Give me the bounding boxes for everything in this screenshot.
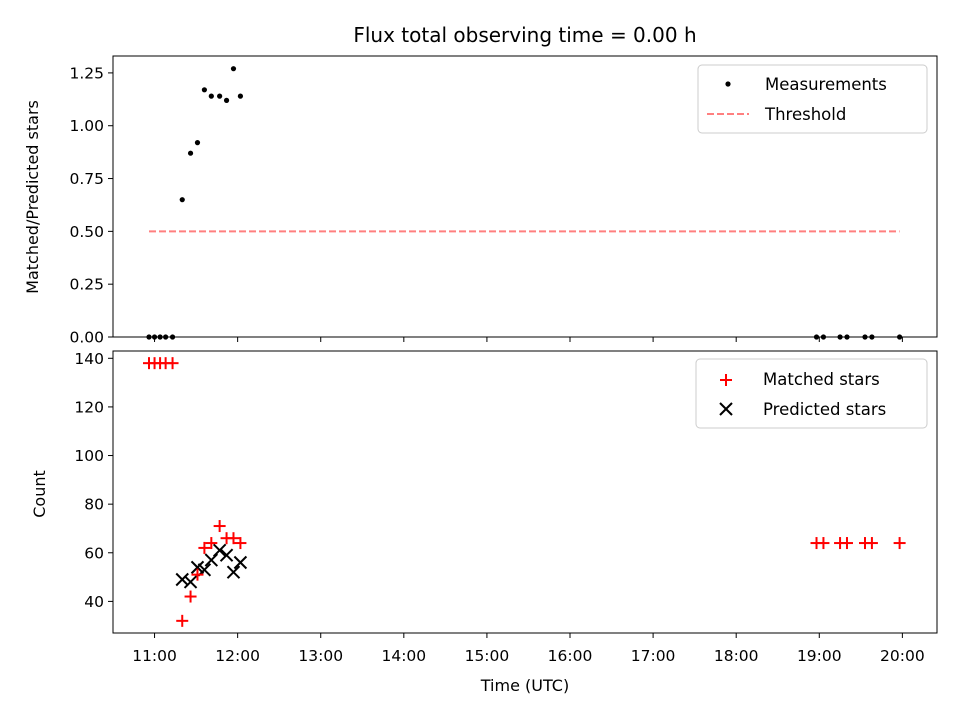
x-tick-label: 12:00 xyxy=(215,647,260,665)
measurement-point xyxy=(179,197,185,203)
predicted-star-point xyxy=(219,548,234,562)
legend-threshold-label: Threshold xyxy=(764,105,846,124)
x-tick-label: 15:00 xyxy=(465,647,510,665)
bottom-y-tick-label: 100 xyxy=(74,447,104,465)
matched-star-point xyxy=(176,614,189,627)
legend-dot-marker xyxy=(725,81,731,87)
top-y-tick-label: 1.00 xyxy=(69,117,104,135)
x-tick-label: 19:00 xyxy=(797,647,842,665)
measurement-point xyxy=(237,93,244,99)
matched-star-point xyxy=(865,537,878,550)
bottom-legend: Matched stars Predicted stars xyxy=(695,358,928,429)
x-tick-label: 17:00 xyxy=(631,647,676,665)
bottom-axes-frame xyxy=(112,350,938,634)
matched-star-point xyxy=(184,590,197,603)
matched-star-point xyxy=(893,537,906,550)
predicted-star-point xyxy=(233,555,248,570)
predicted-star-point xyxy=(212,543,227,558)
measurement-point xyxy=(208,93,214,99)
measurement-point xyxy=(230,66,237,72)
matched-star-point xyxy=(840,537,853,550)
measurement-point xyxy=(223,97,230,103)
bottom-y-tick-label: 140 xyxy=(74,350,104,368)
bottom-y-tick-label: 120 xyxy=(74,398,104,416)
x-tick-label: 16:00 xyxy=(548,647,593,665)
bottom-y-tick-label: 40 xyxy=(84,593,104,611)
top-y-tick-label: 0.25 xyxy=(69,276,104,294)
bottom-plot-marks xyxy=(143,357,906,627)
star-count-panel: Count Time (UTC) 40 60 80 100 120 140 11:00 12… xyxy=(30,350,938,695)
matched-star-point xyxy=(191,568,204,581)
x-tick-label: 18:00 xyxy=(714,647,759,665)
bottom-x-ticks: 11:00 12:00 13:00 14:00 15:00 16:00 17:00 18:00… xyxy=(132,633,925,665)
top-legend: Measurements Threshold xyxy=(697,64,928,134)
predicted-star-point xyxy=(204,553,219,567)
matched-star-point xyxy=(166,357,179,370)
flux-ratio-panel: Flux total observing time = 0.00 h Match… xyxy=(23,23,938,347)
predicted-star-point xyxy=(226,565,241,579)
top-y-tick-label: 1.25 xyxy=(69,64,104,82)
matched-star-point xyxy=(198,541,211,554)
matched-star-point xyxy=(205,537,218,550)
top-y-tick-label: 0.75 xyxy=(69,170,104,188)
x-tick-label: 13:00 xyxy=(298,647,343,665)
x-axis-label: Time (UTC) xyxy=(480,676,569,695)
legend-measurements-label: Measurements xyxy=(765,75,887,94)
top-y-tick-label: 0.00 xyxy=(69,329,104,347)
matched-star-point xyxy=(817,537,830,550)
legend-matched-label: Matched stars xyxy=(763,370,880,389)
top-y-tick-label: 0.50 xyxy=(69,223,104,241)
top-x-ticks xyxy=(154,337,903,342)
matched-star-point xyxy=(234,537,247,550)
chart-title: Flux total observing time = 0.00 h xyxy=(353,23,696,47)
bottom-y-axis-label: Count xyxy=(30,470,49,518)
measurement-point xyxy=(201,87,208,93)
measurement-point xyxy=(194,140,201,146)
legend-x-marker xyxy=(719,402,733,416)
legend-plus-marker xyxy=(720,374,732,386)
matched-star-point xyxy=(213,520,226,533)
bottom-legend-box xyxy=(695,358,928,429)
matched-star-point xyxy=(227,532,240,545)
bottom-y-tick-label: 80 xyxy=(84,496,104,514)
measurement-point xyxy=(187,150,194,156)
top-legend-box xyxy=(697,64,928,134)
top-axes-frame xyxy=(112,55,938,338)
bottom-y-ticks: 40 60 80 100 120 140 xyxy=(74,350,113,611)
x-tick-label: 11:00 xyxy=(132,647,177,665)
top-y-ticks: 0.00 0.25 0.50 0.75 1.00 1.25 xyxy=(69,64,113,347)
x-tick-label: 14:00 xyxy=(381,647,426,665)
top-y-axis-label: Matched/Predicted stars xyxy=(23,100,42,294)
measurement-point xyxy=(217,93,223,99)
x-tick-label: 20:00 xyxy=(880,647,925,665)
legend-predicted-label: Predicted stars xyxy=(763,400,886,419)
predicted-star-point xyxy=(175,572,189,587)
bottom-y-tick-label: 60 xyxy=(84,544,104,562)
predicted-star-point xyxy=(183,575,198,589)
